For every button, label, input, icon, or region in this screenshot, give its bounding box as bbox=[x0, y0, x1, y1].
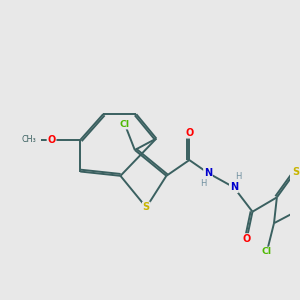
Text: O: O bbox=[243, 234, 251, 244]
Text: Cl: Cl bbox=[120, 120, 130, 129]
Text: S: S bbox=[292, 167, 299, 176]
Text: S: S bbox=[143, 202, 150, 212]
Text: H: H bbox=[235, 172, 241, 181]
Text: H: H bbox=[200, 179, 207, 188]
Text: N: N bbox=[230, 182, 238, 192]
Text: CH₃: CH₃ bbox=[21, 136, 36, 145]
Text: O: O bbox=[185, 128, 194, 138]
Text: N: N bbox=[204, 168, 212, 178]
Text: Cl: Cl bbox=[262, 248, 272, 256]
Text: O: O bbox=[47, 135, 56, 145]
